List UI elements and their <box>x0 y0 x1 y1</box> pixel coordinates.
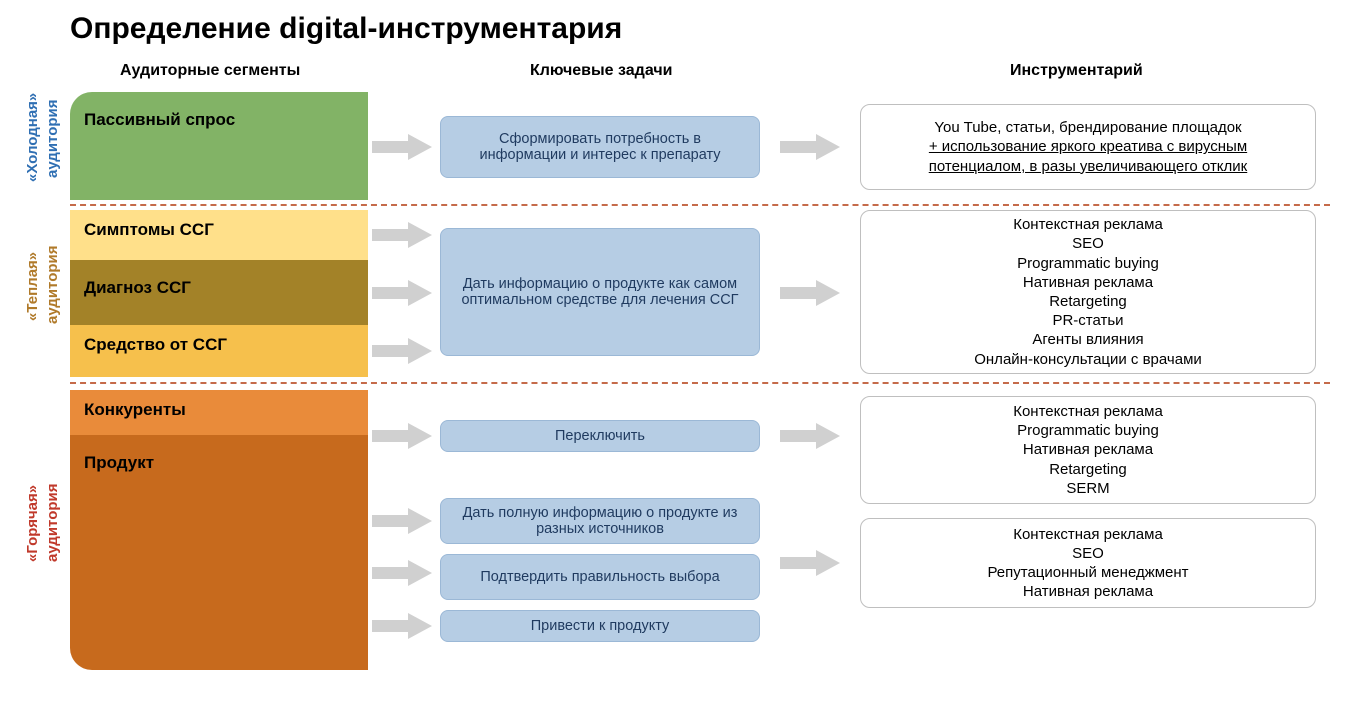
tool-line: Нативная реклама <box>1023 273 1153 292</box>
tool-o4: Контекстная рекламаSEOРепутационный мене… <box>860 518 1316 608</box>
task-t2: Дать информацию о продукте как самом опт… <box>440 228 760 356</box>
task-t1: Сформировать потребность в информации и … <box>440 116 760 178</box>
tool-o3: Контекстная рекламаProgrammatic buyingНа… <box>860 396 1316 504</box>
tool-o1: You Tube, статьи, брендирование площадок… <box>860 104 1316 190</box>
tool-line: SERM <box>1066 479 1109 498</box>
segment-diagnosis: Диагноз ССГ <box>70 260 368 325</box>
audience-label-cold-aud: аудитория <box>44 100 61 179</box>
tool-line: Programmatic buying <box>1017 254 1159 273</box>
tool-line: You Tube, статьи, брендирование площадок <box>934 118 1241 137</box>
segment-label: Диагноз ССГ <box>84 278 191 298</box>
audience-label-hot-quote: «Горячая» <box>24 485 41 562</box>
tool-line: Нативная реклама <box>1023 440 1153 459</box>
arrow-icon <box>780 423 840 449</box>
arrow-icon <box>372 560 432 586</box>
header-tools: Инструментарий <box>1010 62 1143 80</box>
segment-symptoms: Симптомы ССГ <box>70 210 368 260</box>
arrow-icon <box>372 222 432 248</box>
tool-line: Агенты влияния <box>1032 330 1143 349</box>
arrow-icon <box>780 134 840 160</box>
arrow-icon <box>780 550 840 576</box>
tool-line: SEO <box>1072 234 1104 253</box>
segment-label: Симптомы ССГ <box>84 220 214 240</box>
tool-line: Retargeting <box>1049 460 1127 479</box>
tool-line: Контекстная реклама <box>1013 525 1163 544</box>
arrow-icon <box>780 280 840 306</box>
tool-line: SEO <box>1072 544 1104 563</box>
tool-line: Retargeting <box>1049 292 1127 311</box>
task-t5: Подтвердить правильность выбора <box>440 554 760 600</box>
segment-label: Пассивный спрос <box>84 110 235 130</box>
tool-line: Programmatic buying <box>1017 421 1159 440</box>
header-segments: Аудиторные сегменты <box>120 62 300 80</box>
segment-label: Конкуренты <box>84 400 186 420</box>
header-tasks: Ключевые задачи <box>530 62 672 80</box>
tool-line: Контекстная реклама <box>1013 402 1163 421</box>
segment-product: Продукт <box>70 435 368 670</box>
tool-o2: Контекстная рекламаSEOProgrammatic buyin… <box>860 210 1316 374</box>
segment-compet: Конкуренты <box>70 390 368 435</box>
task-t4: Дать полную информацию о продукте из раз… <box>440 498 760 544</box>
arrow-icon <box>372 338 432 364</box>
arrow-icon <box>372 134 432 160</box>
section-divider <box>70 382 1330 384</box>
segment-label: Средство от ССГ <box>84 335 227 355</box>
section-divider <box>70 204 1330 206</box>
segment-remedy: Средство от ССГ <box>70 325 368 377</box>
tool-line: Онлайн-консультации с врачами <box>974 350 1202 369</box>
page-title: Определение digital-инструментария <box>70 12 622 46</box>
task-t3: Переключить <box>440 420 760 452</box>
tool-line: Контекстная реклама <box>1013 215 1163 234</box>
tool-line: Нативная реклама <box>1023 582 1153 601</box>
audience-label-warm-aud: аудитория <box>44 246 61 325</box>
arrow-icon <box>372 280 432 306</box>
tool-line: PR-статьи <box>1052 311 1123 330</box>
tool-line: потенциалом, в разы увеличивающего откли… <box>929 157 1248 176</box>
segment-passive: Пассивный спрос <box>70 92 368 200</box>
audience-label-cold-quote: «Холодная» <box>24 93 41 182</box>
audience-label-hot-aud: аудитория <box>44 484 61 563</box>
segment-label: Продукт <box>84 453 154 473</box>
task-t6: Привести к продукту <box>440 610 760 642</box>
arrow-icon <box>372 423 432 449</box>
tool-line: Репутационный менеджмент <box>987 563 1188 582</box>
tool-line: + использование яркого креатива с вирусн… <box>929 137 1247 156</box>
arrow-icon <box>372 508 432 534</box>
arrow-icon <box>372 613 432 639</box>
audience-label-warm-quote: «Теплая» <box>24 252 41 321</box>
